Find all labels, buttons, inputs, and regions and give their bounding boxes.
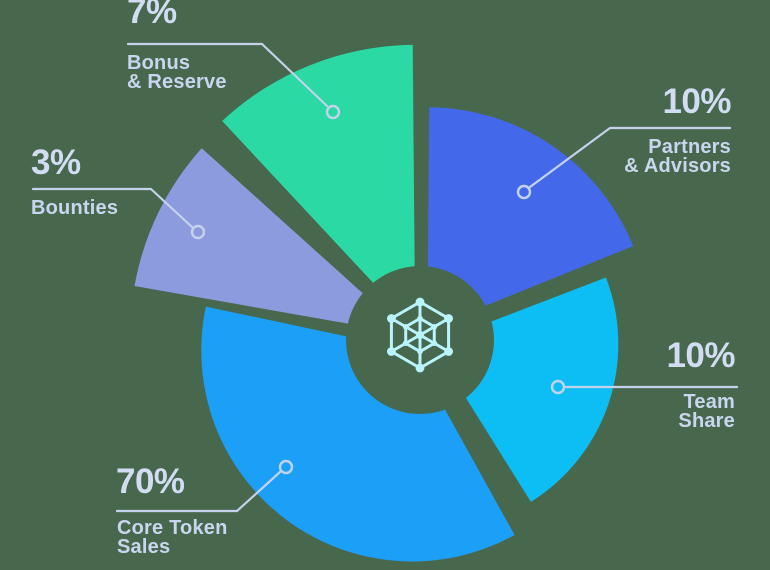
label-line: Bounties [31, 197, 119, 219]
leader-line-core-token-sales [115, 470, 282, 513]
label-line: & Reserve [127, 71, 227, 93]
leader-line-partners-advisors [528, 126, 732, 189]
label-core-token-sales: Core Token Sales [117, 517, 228, 558]
network-hexagon-icon [416, 331, 424, 339]
pct-core-token-sales: 70% [116, 462, 185, 501]
label-line: Core Token [117, 517, 228, 539]
label-line: Sales [117, 536, 171, 558]
network-hexagon-icon [417, 315, 423, 322]
leader-marker-team-share [550, 379, 566, 395]
pct-team-share: 10% [666, 336, 735, 375]
label-line: & Advisors [624, 155, 731, 177]
label-partners-advisors: Partners & Advisors [624, 136, 731, 177]
pct-bonus-reserve: 7% [127, 0, 177, 31]
label-line: Bonus [127, 52, 191, 74]
network-hexagon-icon [415, 363, 425, 373]
label-line: Partners [648, 136, 731, 158]
leader-line-bonus-reserve [126, 42, 329, 108]
network-hexagon-icon [415, 297, 425, 307]
network-hexagon-icon [387, 347, 396, 356]
pie-slice-partners-advisors [427, 107, 634, 330]
network-hexagon-icon [417, 348, 423, 355]
leader-marker-core-token-sales [278, 459, 294, 475]
leader-line-bounties [31, 187, 194, 229]
leader-marker-partners-advisors [516, 184, 532, 200]
network-hexagon-icon [402, 340, 409, 347]
leader-marker-bounties [190, 224, 206, 240]
leader-marker-bonus-reserve [325, 104, 341, 120]
network-hexagon-icon [431, 323, 438, 330]
pct-bounties: 3% [31, 143, 81, 182]
label-line: Team [683, 391, 735, 413]
pie-slice-bonus-reserve [222, 44, 416, 328]
label-team-share: Team Share [678, 391, 735, 432]
label-bonus-reserve: Bonus & Reserve [127, 52, 227, 93]
pct-partners-advisors: 10% [662, 82, 731, 121]
network-hexagon-icon [402, 323, 409, 330]
network-hexagon-icon [444, 347, 453, 356]
pie-slice-bounties [134, 148, 409, 335]
label-bounties: Bounties [31, 197, 119, 219]
pie-slice-core-token-sales [201, 306, 515, 562]
network-hexagon-icon [431, 340, 438, 347]
network-hexagon-icon [444, 314, 453, 323]
label-line: Share [678, 410, 735, 432]
network-hexagon-icon [387, 314, 396, 323]
